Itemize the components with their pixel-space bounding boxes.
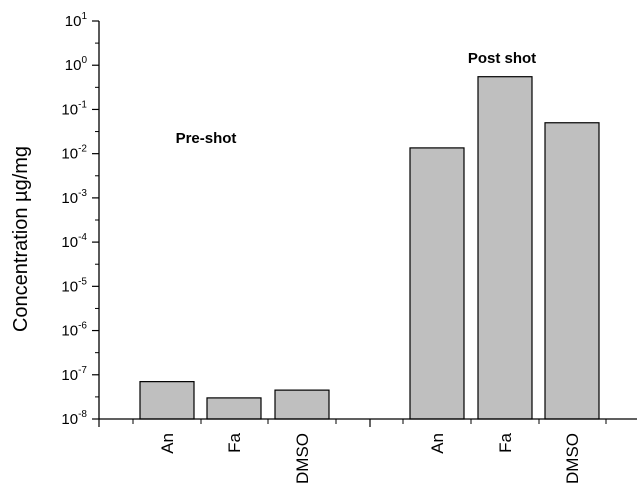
bar-post-an xyxy=(409,147,465,420)
group-label: Pre-shot xyxy=(176,130,237,147)
group-labels-layer: Pre-shot Post shot xyxy=(176,50,537,147)
y-tick-label: 100 xyxy=(65,55,88,74)
y-tick-label: 10-1 xyxy=(61,99,87,118)
y-tick-label: 10-7 xyxy=(61,365,87,384)
x-category-label: Fa xyxy=(225,432,244,452)
bar-pre-fa xyxy=(206,397,262,420)
y-tick-label: 101 xyxy=(65,11,88,30)
bar-post-fa xyxy=(477,76,533,420)
bar-post-dmso xyxy=(544,122,600,420)
y-tick-label: 10-8 xyxy=(61,409,87,428)
y-tick-label: 10-4 xyxy=(61,232,87,251)
y-tick-label: 10-5 xyxy=(61,276,87,295)
x-category-label: An xyxy=(158,433,177,454)
bar-pre-dmso xyxy=(274,389,330,420)
y-tick-label: 10-3 xyxy=(61,188,87,207)
x-category-label: Fa xyxy=(496,432,515,452)
group-label: Post shot xyxy=(468,50,536,67)
y-axis-title: Concentration µg/mg xyxy=(10,146,32,332)
bars-layer xyxy=(139,76,600,420)
x-category-label: An xyxy=(428,433,447,454)
category-labels-layer: An Fa DMSO An Fa DMSO xyxy=(158,432,582,484)
y-tick-label: 10-6 xyxy=(61,321,87,340)
y-tick-label: 10-2 xyxy=(61,144,87,163)
x-category-label: DMSO xyxy=(293,433,312,484)
bar-pre-an xyxy=(139,381,195,420)
x-category-label: DMSO xyxy=(563,433,582,484)
axes-layer: 10-8 10-7 10-6 10-5 10-4 10-3 10-2 10-1 100 101 xyxy=(61,11,637,428)
